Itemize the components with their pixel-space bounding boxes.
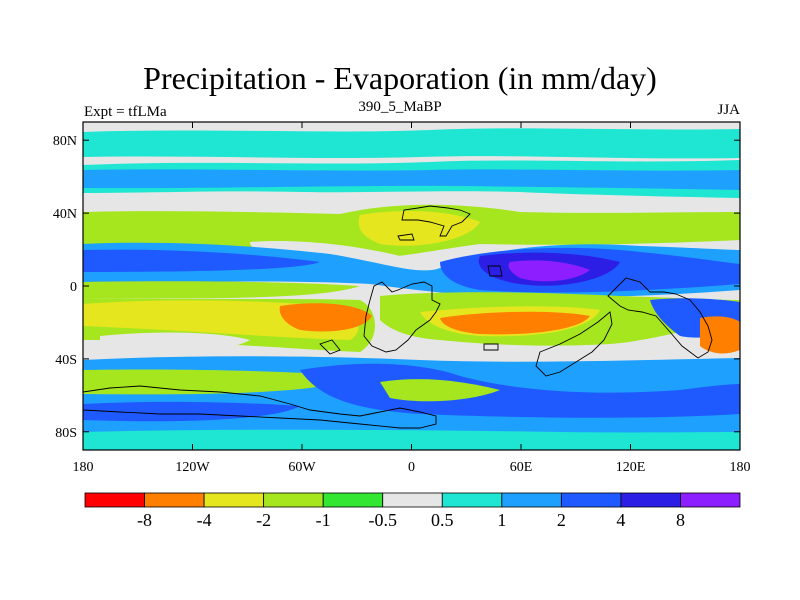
x-tick-label: 120W (175, 460, 210, 475)
colorbar-swatch (203, 492, 265, 508)
colorbar-label: 2 (557, 510, 566, 530)
colorbar-swatch (382, 492, 443, 508)
field-region-sh-green-west (83, 369, 360, 395)
contour-field (83, 122, 740, 450)
colorbar-swatch (560, 492, 622, 508)
colorbar: -8 -4 -2 -1 -0.5 0.5 1 2 4 8 (84, 492, 741, 530)
field-region-pacific-dry (700, 316, 740, 354)
map-title: Precipitation - Evaporation (in mm/day) (143, 60, 657, 96)
x-tick-label: 0 (408, 460, 415, 475)
colorbar-label: -0.5 (368, 510, 397, 530)
x-tick-label: 60E (510, 460, 533, 475)
field-region-sh-arid-west (279, 303, 372, 332)
experiment-label: Expt = tfLMa (84, 104, 167, 120)
colorbar-swatch (263, 492, 324, 508)
colorbar-label: -2 (256, 510, 271, 530)
colorbar-swatch (144, 492, 205, 508)
colorbar-swatch (441, 492, 503, 508)
x-tick-label: 180 (730, 460, 751, 475)
period-label: 390_5_MaBP (358, 99, 442, 115)
coastline-north-continent (401, 205, 471, 237)
colorbar-swatch (501, 492, 562, 508)
season-label: JJA (717, 102, 740, 118)
field-region-monsoon-max (508, 260, 590, 282)
x-tick-label: 180 (73, 460, 94, 475)
colorbar-label: 1 (497, 510, 506, 530)
colorbar-label: -8 (137, 510, 152, 530)
y-tick-label: 80N (53, 134, 77, 149)
field-region-sh-wet (300, 363, 740, 418)
coastlines (83, 205, 713, 429)
coastline-gondwana-central (535, 311, 613, 377)
field-region-sh-gap (100, 332, 250, 353)
axis-ticks: 180 120W 60W 0 60E 120E 180 80N 40N 0 40S 80S (53, 122, 751, 475)
y-tick-label: 40N (53, 207, 77, 222)
colorbar-swatch (620, 492, 681, 508)
field-region-sh-arid-east (440, 311, 590, 335)
y-tick-label: 80S (55, 426, 77, 441)
field-region-eq-west (83, 281, 360, 299)
colorbar-label: -1 (316, 510, 331, 530)
field-region-itcz-core-west (83, 249, 320, 272)
colorbar-swatch (322, 492, 384, 508)
x-tick-label: 120E (616, 460, 646, 475)
field-region-eurasia-dry (358, 210, 480, 246)
coastline-gondwana-east (607, 277, 713, 359)
colorbar-swatch (84, 492, 145, 508)
coastline-island-mid (483, 343, 499, 351)
colorbar-label: 0.5 (431, 510, 454, 530)
colorbar-label: 4 (616, 510, 625, 530)
colorbar-label: 8 (676, 510, 685, 530)
field-region-storm-track (83, 169, 740, 190)
y-tick-label: 0 (70, 280, 77, 295)
colorbar-label: -4 (197, 510, 212, 530)
field-region-sh-green-mid (380, 379, 500, 402)
x-tick-label: 60W (288, 460, 316, 475)
coastline-gondwana-west (363, 281, 441, 353)
coastline-island-west (319, 339, 341, 355)
coastline-south-polar (83, 385, 437, 429)
field-region-arctic (83, 128, 740, 159)
y-tick-label: 40S (55, 353, 77, 368)
field-region-antarctic (83, 429, 740, 450)
coastline-island-east (487, 265, 503, 277)
coastline-island-north (397, 233, 415, 241)
colorbar-swatch (680, 492, 741, 508)
